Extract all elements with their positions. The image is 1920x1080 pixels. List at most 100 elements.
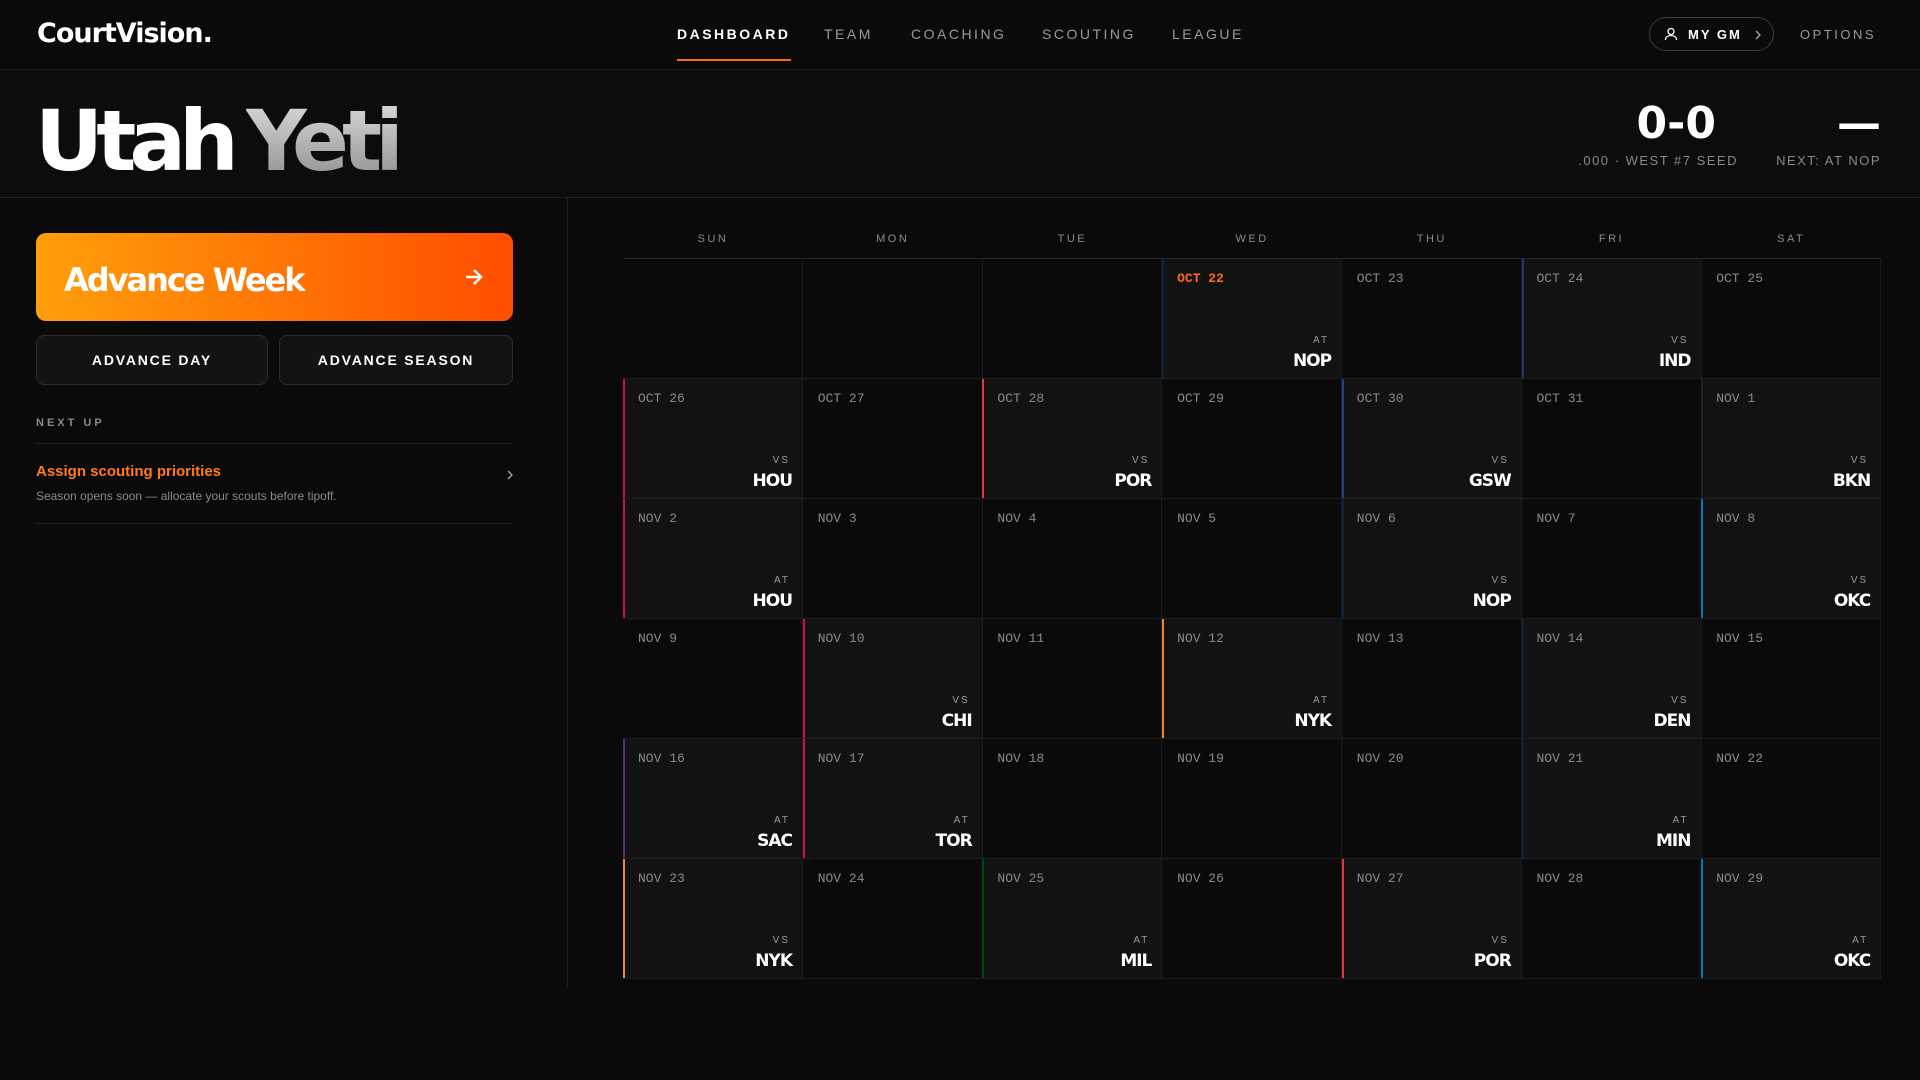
user-icon — [1664, 27, 1678, 41]
calendar-day[interactable]: OCT 26 VS HOU — [623, 379, 803, 499]
day-date: NOV 18 — [997, 751, 1045, 766]
calendar-day[interactable]: NOV 25 AT MIL — [982, 859, 1163, 979]
nav-item[interactable]: SCOUTING — [1042, 26, 1136, 42]
my-gm-button[interactable]: MY GM — [1649, 17, 1774, 51]
advance-week-button[interactable]: Advance Week — [36, 233, 513, 321]
calendar-day[interactable]: NOV 6 VS NOP — [1341, 499, 1522, 619]
opponent: GSW — [1468, 471, 1512, 491]
day-date: NOV 5 — [1177, 511, 1217, 526]
opponent: CHI — [941, 711, 973, 731]
advance-season-button[interactable]: ADVANCE SEASON — [279, 335, 513, 385]
calendar-day[interactable]: NOV 26 — [1162, 859, 1343, 979]
opponent: IND — [1658, 351, 1692, 371]
day-date: NOV 9 — [638, 631, 678, 646]
calendar-day[interactable]: NOV 27 VS POR — [1341, 859, 1522, 979]
game-location: VS — [1850, 455, 1869, 466]
game-location: VS — [1850, 575, 1869, 586]
opponent: SAC — [757, 831, 793, 851]
calendar-day[interactable]: NOV 4 — [982, 499, 1163, 619]
opponent: NOP — [1472, 591, 1512, 611]
calendar-day[interactable]: NOV 16 AT SAC — [623, 739, 803, 859]
day-date: NOV 10 — [817, 631, 865, 646]
divider — [36, 443, 513, 444]
calendar-day[interactable]: OCT 28 VS POR — [982, 379, 1163, 499]
sidebar — [0, 198, 568, 988]
nav-item[interactable]: TEAM — [824, 26, 873, 42]
opponent: MIN — [1656, 831, 1691, 851]
calendar-day[interactable]: NOV 1 VS BKN — [1701, 379, 1882, 499]
nav-item[interactable]: LEAGUE — [1172, 26, 1244, 42]
calendar-day[interactable]: OCT 22 AT NOP — [1162, 259, 1343, 379]
calendar-day[interactable]: NOV 15 — [1701, 619, 1882, 739]
weekday-label: FRI — [1598, 233, 1625, 245]
advance-day-button[interactable]: ADVANCE DAY — [36, 335, 268, 385]
next-mark: — — [1837, 98, 1881, 149]
calendar-day[interactable]: NOV 12 AT NYK — [1162, 619, 1343, 739]
team-banner — [0, 70, 1920, 198]
calendar-day[interactable]: NOV 18 — [982, 739, 1163, 859]
calendar-day[interactable]: OCT 30 VS GSW — [1341, 379, 1522, 499]
game-location: VS — [772, 935, 790, 946]
day-date: NOV 20 — [1356, 751, 1404, 766]
calendar-day[interactable]: NOV 24 — [802, 859, 983, 979]
calendar-day[interactable]: NOV 20 — [1341, 739, 1522, 859]
task-item[interactable]: Assign scouting priorities Season opens … — [36, 443, 513, 523]
day-date: NOV 28 — [1536, 871, 1584, 886]
team-nickname: Yeti — [245, 92, 404, 190]
calendar-day[interactable]: NOV 17 AT TOR — [802, 739, 983, 859]
calendar-day[interactable]: OCT 23 — [1341, 259, 1522, 379]
opponent: POR — [1114, 471, 1152, 491]
task-description: Season opens soon — allocate your scouts… — [36, 489, 337, 503]
day-date: NOV 22 — [1716, 751, 1763, 766]
opponent: HOU — [752, 591, 793, 611]
calendar-day[interactable]: NOV 22 — [1701, 739, 1882, 859]
record-sub: .000 · WEST #7 SEED — [1578, 153, 1738, 168]
calendar-day[interactable]: NOV 5 — [1162, 499, 1343, 619]
calendar-day[interactable]: NOV 9 — [623, 619, 803, 739]
calendar-day[interactable]: NOV 21 AT MIN — [1521, 739, 1702, 859]
options-link[interactable]: OPTIONS — [1800, 27, 1877, 42]
opponent: HOU — [752, 471, 793, 491]
calendar-day[interactable]: NOV 19 — [1162, 739, 1343, 859]
calendar-day[interactable]: NOV 3 — [802, 499, 983, 619]
game-location: VS — [952, 695, 970, 706]
game-location: VS — [1491, 575, 1509, 586]
day-date: NOV 15 — [1716, 631, 1763, 646]
calendar-day[interactable]: NOV 28 — [1521, 859, 1702, 979]
opponent: OKC — [1833, 951, 1871, 971]
calendar-day[interactable]: NOV 14 VS DEN — [1521, 619, 1702, 739]
weekday-label: SUN — [697, 233, 729, 245]
nav-item[interactable]: COACHING — [911, 26, 1007, 42]
day-date: NOV 23 — [638, 871, 685, 886]
calendar-day[interactable]: OCT 29 — [1162, 379, 1343, 499]
day-date: NOV 14 — [1536, 631, 1584, 646]
calendar-day[interactable]: NOV 8 VS OKC — [1701, 499, 1882, 619]
day-date: NOV 21 — [1536, 751, 1584, 766]
day-date: NOV 7 — [1536, 511, 1576, 526]
opponent: OKC — [1833, 591, 1871, 611]
day-date: OCT 27 — [817, 391, 865, 406]
calendar-day[interactable]: NOV 10 VS CHI — [802, 619, 983, 739]
weekday-label: MON — [876, 233, 910, 245]
calendar-day[interactable]: NOV 2 AT HOU — [623, 499, 803, 619]
nav-underline — [677, 59, 791, 61]
calendar-day[interactable]: OCT 24 VS IND — [1521, 259, 1702, 379]
opponent: POR — [1473, 951, 1512, 971]
day-date: NOV 8 — [1716, 511, 1756, 526]
calendar-day[interactable]: NOV 7 — [1521, 499, 1702, 619]
calendar-day[interactable]: OCT 31 — [1521, 379, 1702, 499]
calendar-day[interactable]: NOV 29 AT OKC — [1701, 859, 1882, 979]
logo[interactable]: CourtVision. — [37, 18, 213, 49]
calendar-day[interactable]: NOV 23 VS NYK — [623, 859, 803, 979]
calendar-day[interactable]: OCT 25 — [1701, 259, 1882, 379]
game-location: VS — [772, 455, 790, 466]
calendar-day[interactable]: NOV 11 — [982, 619, 1163, 739]
chevron — [1755, 30, 1761, 40]
calendar-day[interactable]: NOV 13 — [1341, 619, 1522, 739]
opponent: DEN — [1653, 711, 1692, 731]
record: 0-0 — [1636, 98, 1717, 149]
game-location: AT — [1313, 335, 1330, 346]
opponent: NYK — [1294, 711, 1332, 731]
calendar-day[interactable]: OCT 27 — [802, 379, 983, 499]
nav-item[interactable]: DASHBOARD — [677, 26, 791, 42]
